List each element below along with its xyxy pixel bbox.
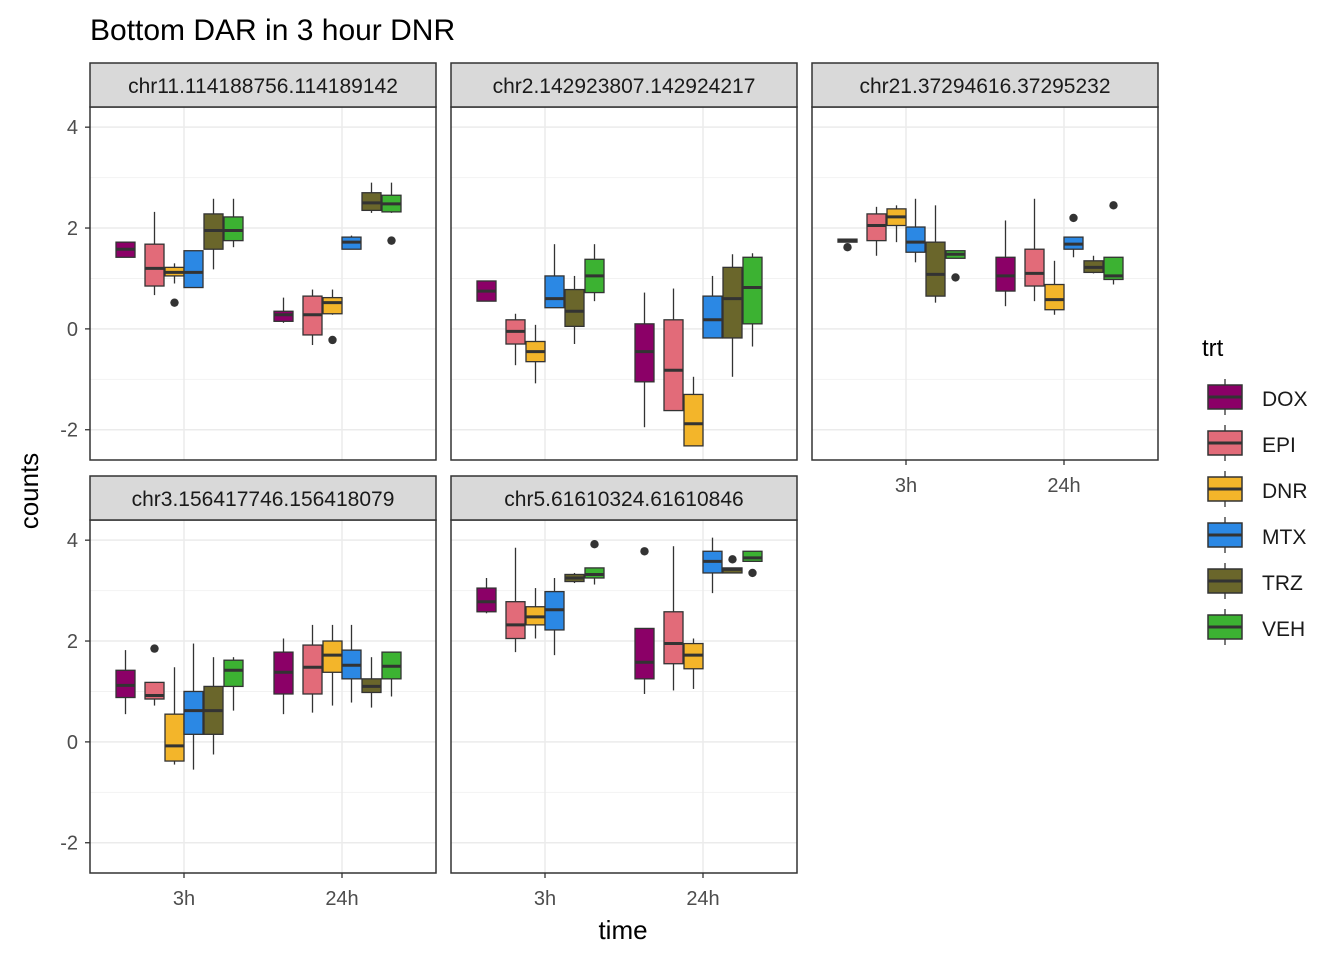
x-tick-label: 3h: [534, 888, 556, 910]
legend-label: VEH: [1262, 618, 1305, 641]
box-iqr: [145, 244, 164, 286]
box-iqr: [1045, 285, 1064, 310]
boxplot-dox-3h: [116, 242, 135, 257]
legend-title: trt: [1202, 335, 1224, 362]
panel-background: [451, 520, 797, 873]
legend-label: DNR: [1262, 480, 1308, 503]
outlier-point: [590, 540, 598, 548]
x-tick-label: 24h: [686, 888, 719, 910]
box-iqr: [184, 691, 203, 734]
y-tick-label: 4: [67, 117, 78, 139]
box-iqr: [1025, 249, 1044, 286]
box-iqr: [545, 276, 564, 308]
box-iqr: [224, 660, 243, 686]
facet-strip-label: chr3.156417746.156418079: [132, 488, 395, 511]
y-tick-label: 0: [67, 319, 78, 341]
box-iqr: [323, 641, 342, 672]
box-iqr: [743, 257, 762, 324]
y-tick-label: 0: [67, 732, 78, 754]
box-iqr: [116, 670, 135, 697]
box-iqr: [323, 298, 342, 314]
boxplot-dox-3h: [477, 281, 496, 301]
outlier-point: [150, 644, 158, 652]
y-tick-label: 2: [67, 631, 78, 653]
panel-background: [90, 520, 436, 873]
box-iqr: [184, 251, 203, 288]
box-iqr: [906, 227, 925, 252]
legend-label: TRZ: [1262, 572, 1303, 595]
facet-strip-label: chr5.61610324.61610846: [504, 488, 743, 511]
x-tick-label: 24h: [1047, 475, 1080, 497]
facet-panel: chr5.61610324.61610846 3h 24h: [451, 476, 797, 910]
y-tick-label: -2: [60, 833, 78, 855]
facet-panel: chr2.142923807.142924217: [451, 63, 797, 460]
outlier-point: [843, 243, 851, 251]
box-iqr: [996, 257, 1015, 291]
x-tick-label: 3h: [173, 888, 195, 910]
legend-label: MTX: [1262, 526, 1306, 549]
boxplot-mtx-24h: [342, 236, 361, 250]
box-iqr: [867, 214, 886, 241]
box-iqr: [743, 551, 762, 561]
boxplot-mtx-3h: [184, 251, 203, 288]
outlier-point: [951, 273, 959, 281]
boxplot-trz-3h: [565, 573, 584, 583]
facet-strip-label: chr2.142923807.142924217: [493, 75, 756, 98]
y-axis-label: counts: [14, 453, 44, 530]
faceted-boxplot-figure: Bottom DAR in 3 hour DNR time counts chr…: [0, 0, 1344, 960]
chart-canvas: Bottom DAR in 3 hour DNR time counts chr…: [0, 0, 1344, 960]
box-iqr: [684, 394, 703, 445]
chart-title: Bottom DAR in 3 hour DNR: [90, 14, 455, 47]
box-iqr: [926, 242, 945, 296]
y-tick-label: -2: [60, 420, 78, 442]
outlier-point: [1109, 201, 1117, 209]
box-iqr: [477, 588, 496, 612]
box-iqr: [224, 217, 243, 241]
box-iqr: [565, 290, 584, 327]
facet-panel: chr21.37294616.37295232 3h 24h: [812, 63, 1158, 497]
box-iqr: [635, 628, 654, 678]
facet-strip-label: chr11.114188756.114189142: [128, 75, 398, 98]
x-tick-label: 24h: [325, 888, 358, 910]
outlier-point: [170, 298, 178, 306]
box-iqr: [585, 568, 604, 578]
box-iqr: [274, 311, 293, 321]
box-iqr: [165, 714, 184, 761]
outlier-point: [328, 336, 336, 344]
panel-background: [812, 107, 1158, 460]
legend-label: DOX: [1262, 388, 1308, 411]
outlier-point: [748, 569, 756, 577]
y-tick-label: 2: [67, 218, 78, 240]
x-tick-label: 3h: [895, 475, 917, 497]
outlier-point: [640, 547, 648, 555]
box-iqr: [703, 296, 722, 338]
outlier-point: [728, 555, 736, 563]
box-iqr: [664, 320, 683, 411]
box-iqr: [664, 612, 683, 664]
facet-panel: chr11.114188756.114189142 -2 0 2 4: [60, 63, 436, 460]
box-iqr: [506, 602, 525, 639]
box-iqr: [723, 267, 742, 338]
outlier-point: [1069, 214, 1077, 222]
y-tick-label: 4: [67, 530, 78, 552]
box-iqr: [303, 645, 322, 694]
legend-label: EPI: [1262, 434, 1296, 457]
facet-panel: chr3.156417746.156418079 -2 0 2 4 3h 24h: [60, 476, 436, 910]
panel-background: [90, 107, 436, 460]
facet-strip-label: chr21.37294616.37295232: [859, 75, 1110, 98]
outlier-point: [387, 236, 395, 244]
x-axis-label: time: [598, 915, 647, 945]
